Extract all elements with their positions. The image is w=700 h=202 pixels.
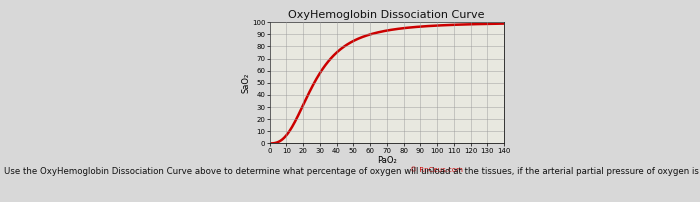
Text: Use the OxyHemoglobin Dissociation Curve above to determine what percentage of o: Use the OxyHemoglobin Dissociation Curve… — [4, 167, 700, 176]
X-axis label: PaO₂: PaO₂ — [377, 156, 397, 165]
Text: © RnCeus.com: © RnCeus.com — [410, 167, 463, 173]
Title: OxyHemoglobin Dissociation Curve: OxyHemoglobin Dissociation Curve — [288, 10, 485, 20]
Y-axis label: SaO₂: SaO₂ — [241, 73, 251, 93]
